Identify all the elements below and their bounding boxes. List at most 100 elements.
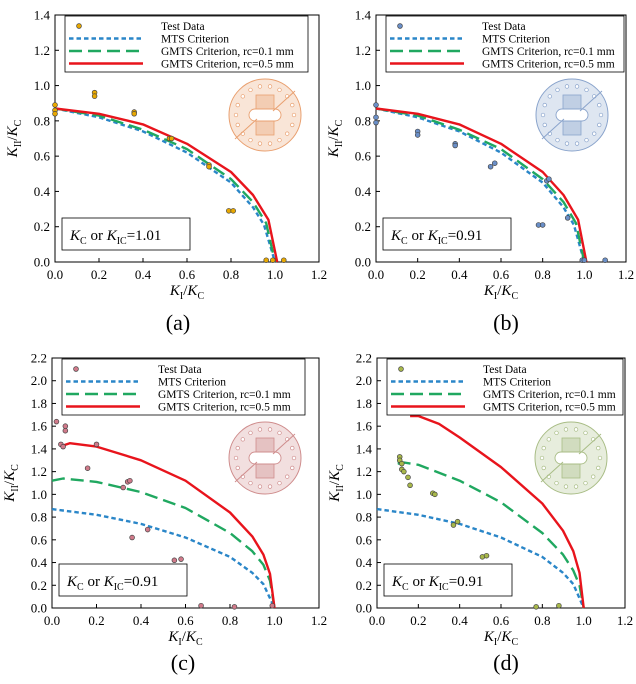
x-tick-label: 1.2: [617, 613, 633, 628]
specimen-hole: [257, 141, 263, 146]
specimen-hole: [290, 445, 295, 451]
specimen-disk-icon: [535, 78, 609, 152]
fracture-toughness-annotation: KC or KIC=0.91: [382, 217, 512, 251]
legend-label: GMTS Criterion, rc=0.5 mm: [483, 402, 616, 414]
specimen-hole: [583, 430, 588, 436]
legend-label: MTS Criterion: [158, 377, 226, 389]
specimen-hole: [574, 84, 580, 89]
y-tick-label: 1.2: [356, 464, 372, 479]
series-line: [375, 107, 588, 263]
test-data-point: [602, 257, 608, 263]
specimen-hole: [248, 137, 253, 143]
x-tick-label: 0.2: [410, 267, 426, 282]
specimen-hole: [546, 437, 551, 442]
test-data-point: [60, 443, 66, 450]
annotation-text: KC or KIC=0.91: [391, 574, 483, 593]
specimen-hole: [584, 137, 589, 143]
specimen-hole: [290, 122, 295, 128]
specimen-hole: [554, 430, 559, 436]
legend-label: MTS Criterion: [483, 377, 551, 389]
specimen-hole: [597, 102, 602, 108]
specimen-hole: [248, 480, 253, 486]
test-data-point: [270, 257, 276, 263]
specimen-crack: [234, 461, 258, 483]
y-tick-label: 2.0: [31, 373, 47, 388]
x-axis-label: KI/KC: [483, 629, 519, 648]
x-tick-label: 0.6: [179, 267, 196, 282]
x-axis-label: KI/KC: [169, 283, 205, 302]
test-data-point: [407, 482, 413, 489]
y-tick-label: 1.6: [31, 419, 48, 434]
test-data-point: [452, 142, 458, 149]
legend-label: Test Data: [482, 21, 526, 33]
specimen-hole: [542, 102, 547, 108]
x-tick-label: 0.4: [452, 613, 469, 628]
specimen-hole: [597, 122, 602, 128]
test-data-point: [405, 474, 411, 481]
test-data-point: [454, 518, 461, 525]
y-tick-label: 0.4: [34, 184, 51, 199]
y-tick-label: 1.4: [34, 8, 51, 23]
specimen-hole: [291, 112, 297, 118]
specimen-hole: [248, 87, 253, 93]
test-data-point: [399, 460, 405, 467]
legend-label: MTS Criterion: [482, 34, 550, 46]
x-tick-label: 0.0: [44, 613, 60, 628]
x-tick-label: 1.0: [266, 613, 282, 628]
legend-label: Test Data: [161, 21, 205, 33]
specimen-hole: [291, 455, 297, 461]
specimen-hole: [257, 484, 263, 489]
y-tick-label: 1.4: [31, 441, 48, 456]
test-data-point: [581, 257, 588, 263]
x-tick-label: 0.8: [535, 267, 551, 282]
x-axis-label: KI/KC: [167, 629, 203, 648]
legend-label: Test Data: [158, 364, 202, 376]
specimen-crack: [272, 433, 296, 455]
specimen-hole: [563, 484, 569, 489]
specimen-hole: [591, 474, 596, 479]
specimen-disk-icon: [534, 421, 608, 495]
x-tick-label: 0.8: [222, 613, 238, 628]
specimen-hole: [541, 445, 546, 451]
x-tick-label: 0.6: [493, 613, 510, 628]
x-tick-label: 1.0: [576, 613, 592, 628]
specimen-hole: [596, 445, 601, 451]
test-data-point: [144, 526, 151, 533]
x-tick-label: 0.8: [534, 613, 550, 628]
specimen-hole: [598, 112, 604, 118]
test-data-point: [414, 132, 421, 138]
y-tick-label: 0.4: [31, 555, 48, 570]
y-tick-label: 1.0: [31, 487, 47, 502]
y-tick-label: 0.0: [356, 601, 372, 616]
test-data-point: [84, 465, 91, 471]
test-data-point: [432, 491, 438, 498]
series-line: [376, 507, 585, 609]
series-line: [375, 107, 586, 263]
panel-label: (d): [493, 650, 519, 675]
x-tick-label: 0.2: [91, 267, 107, 282]
specimen-hole: [573, 484, 579, 489]
legend-label: GMTS Criterion, rc=0.1 mm: [161, 46, 294, 58]
y-tick-label: 1.8: [356, 396, 372, 411]
test-data-point: [231, 604, 238, 610]
x-tick-label: 1.2: [311, 267, 327, 282]
specimen-hole: [584, 87, 589, 93]
y-tick-label: 0.2: [31, 578, 47, 593]
y-axis-label: KII/KC: [326, 119, 345, 158]
legend-label: GMTS Criterion, rc=0.1 mm: [483, 389, 616, 401]
chart-panel-2: 0.0 0.2 0.4 0.6 0.8 1.0 1.2 1.4 0.0 0.2 0.4 0.6 0.8 1…: [326, 8, 634, 336]
y-tick-label: 0.0: [355, 255, 371, 270]
y-tick-label: 0.2: [355, 219, 371, 234]
y-tick-label: 0.2: [34, 219, 50, 234]
specimen-hole: [257, 427, 263, 432]
series-line: [51, 507, 276, 609]
test-data-point: [483, 552, 490, 559]
specimen-hole: [542, 122, 547, 128]
specimen-hole: [290, 465, 295, 471]
specimen-hole: [285, 474, 290, 479]
test-data-point: [373, 114, 379, 121]
x-tick-label: 0.4: [135, 267, 152, 282]
test-data-point: [178, 556, 184, 562]
